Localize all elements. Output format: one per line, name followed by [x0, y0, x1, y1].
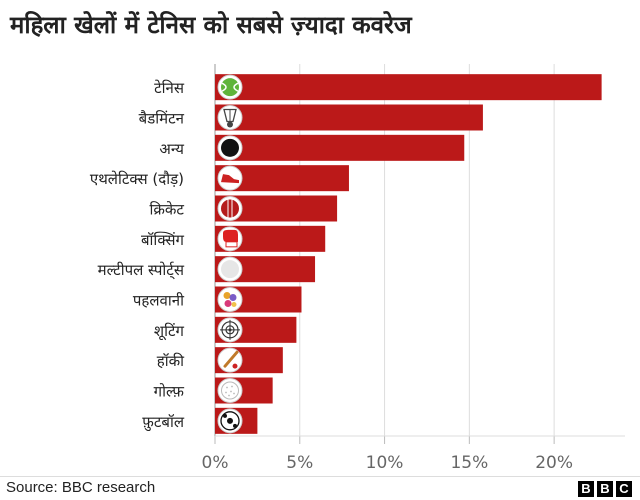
icon-badge — [217, 287, 243, 312]
black-disc — [221, 138, 239, 157]
hockey-stick-icon — [217, 347, 243, 373]
golf-ball-icon — [217, 378, 243, 403]
bar-3 — [215, 134, 465, 161]
football-patch — [233, 423, 237, 428]
category-label: शूटिंग — [154, 322, 185, 341]
x-tick-label: 5% — [286, 453, 313, 473]
x-tick-label: 10% — [366, 453, 404, 473]
bar-1 — [215, 74, 602, 101]
footer-divider — [0, 476, 640, 477]
bar-chart: 0% 5% 10% 15% 20% टेनिस बैडमिंटन अन्य एथलेटिक्स … — [90, 64, 625, 473]
x-tick-label: 15% — [450, 453, 488, 473]
golf-dimple — [228, 394, 230, 397]
tennis-seam — [221, 82, 227, 92]
football-patch — [227, 417, 233, 424]
bar-2 — [215, 104, 483, 131]
target-icon — [217, 317, 243, 343]
shoe-shape — [221, 174, 239, 184]
chart-title: महिला खेलों में टेनिस को सबसे ज़्यादा कव… — [10, 11, 412, 39]
multi-sport-disc — [221, 260, 239, 279]
category-label: गोल्फ़ — [154, 383, 185, 401]
golf-dimple — [233, 392, 235, 395]
golf-dimple — [225, 391, 227, 394]
category-label: बॉक्सिंग — [141, 231, 185, 249]
category-label: मल्टीपल स्पोर्ट्स — [98, 261, 185, 279]
tennis-ball-icon — [217, 74, 243, 100]
category-label: हॉकी — [157, 352, 185, 370]
shuttle-feathers — [223, 108, 237, 123]
multi-sport-icon — [217, 256, 243, 282]
tennis-ball-shape — [221, 78, 239, 97]
category-label: एथलेटिक्स (दौड़) — [90, 170, 184, 188]
logo-letter-b1: B — [578, 481, 594, 497]
boxing-glove-icon — [217, 226, 243, 252]
category-label: क्रिकेट — [150, 201, 185, 219]
golf-ball-shape — [221, 381, 239, 400]
category-label: पहलवानी — [133, 292, 185, 310]
glove-shape — [223, 229, 238, 242]
cricket-ball-icon — [217, 196, 243, 221]
bbc-logo: B B C — [578, 481, 632, 497]
running-shoe-icon — [217, 165, 243, 191]
wrestler-head — [229, 294, 237, 301]
logo-letter-c: C — [616, 481, 632, 497]
football-patch — [223, 413, 227, 418]
hockey-stick — [223, 350, 239, 368]
black-circle-icon — [217, 135, 243, 161]
cricket-ball-shape — [221, 199, 239, 218]
category-label: फ़ुटबॉल — [142, 413, 185, 432]
wrestler-body — [231, 302, 237, 307]
x-tick-label: 0% — [202, 453, 229, 473]
shuttle-cork — [227, 121, 233, 128]
wrestler-head — [223, 292, 231, 299]
category-label: टेनिस — [154, 79, 185, 97]
hockey-ball — [232, 363, 238, 369]
logo-letter-b2: B — [597, 481, 613, 497]
x-tick-label: 20% — [535, 453, 573, 473]
shuttlecock-icon — [217, 105, 243, 130]
category-label: बैडमिंटन — [139, 110, 185, 128]
wrestler-icon — [217, 287, 243, 312]
category-label: अन्य — [159, 140, 184, 158]
wrestler-body — [224, 300, 232, 307]
football-icon — [217, 408, 243, 434]
golf-dimple — [226, 386, 228, 389]
tennis-seam — [233, 82, 239, 92]
golf-dimple — [230, 390, 232, 393]
golf-dimple — [231, 385, 233, 388]
glove-cuff — [225, 241, 238, 248]
source-note: Source: BBC research — [6, 479, 156, 496]
